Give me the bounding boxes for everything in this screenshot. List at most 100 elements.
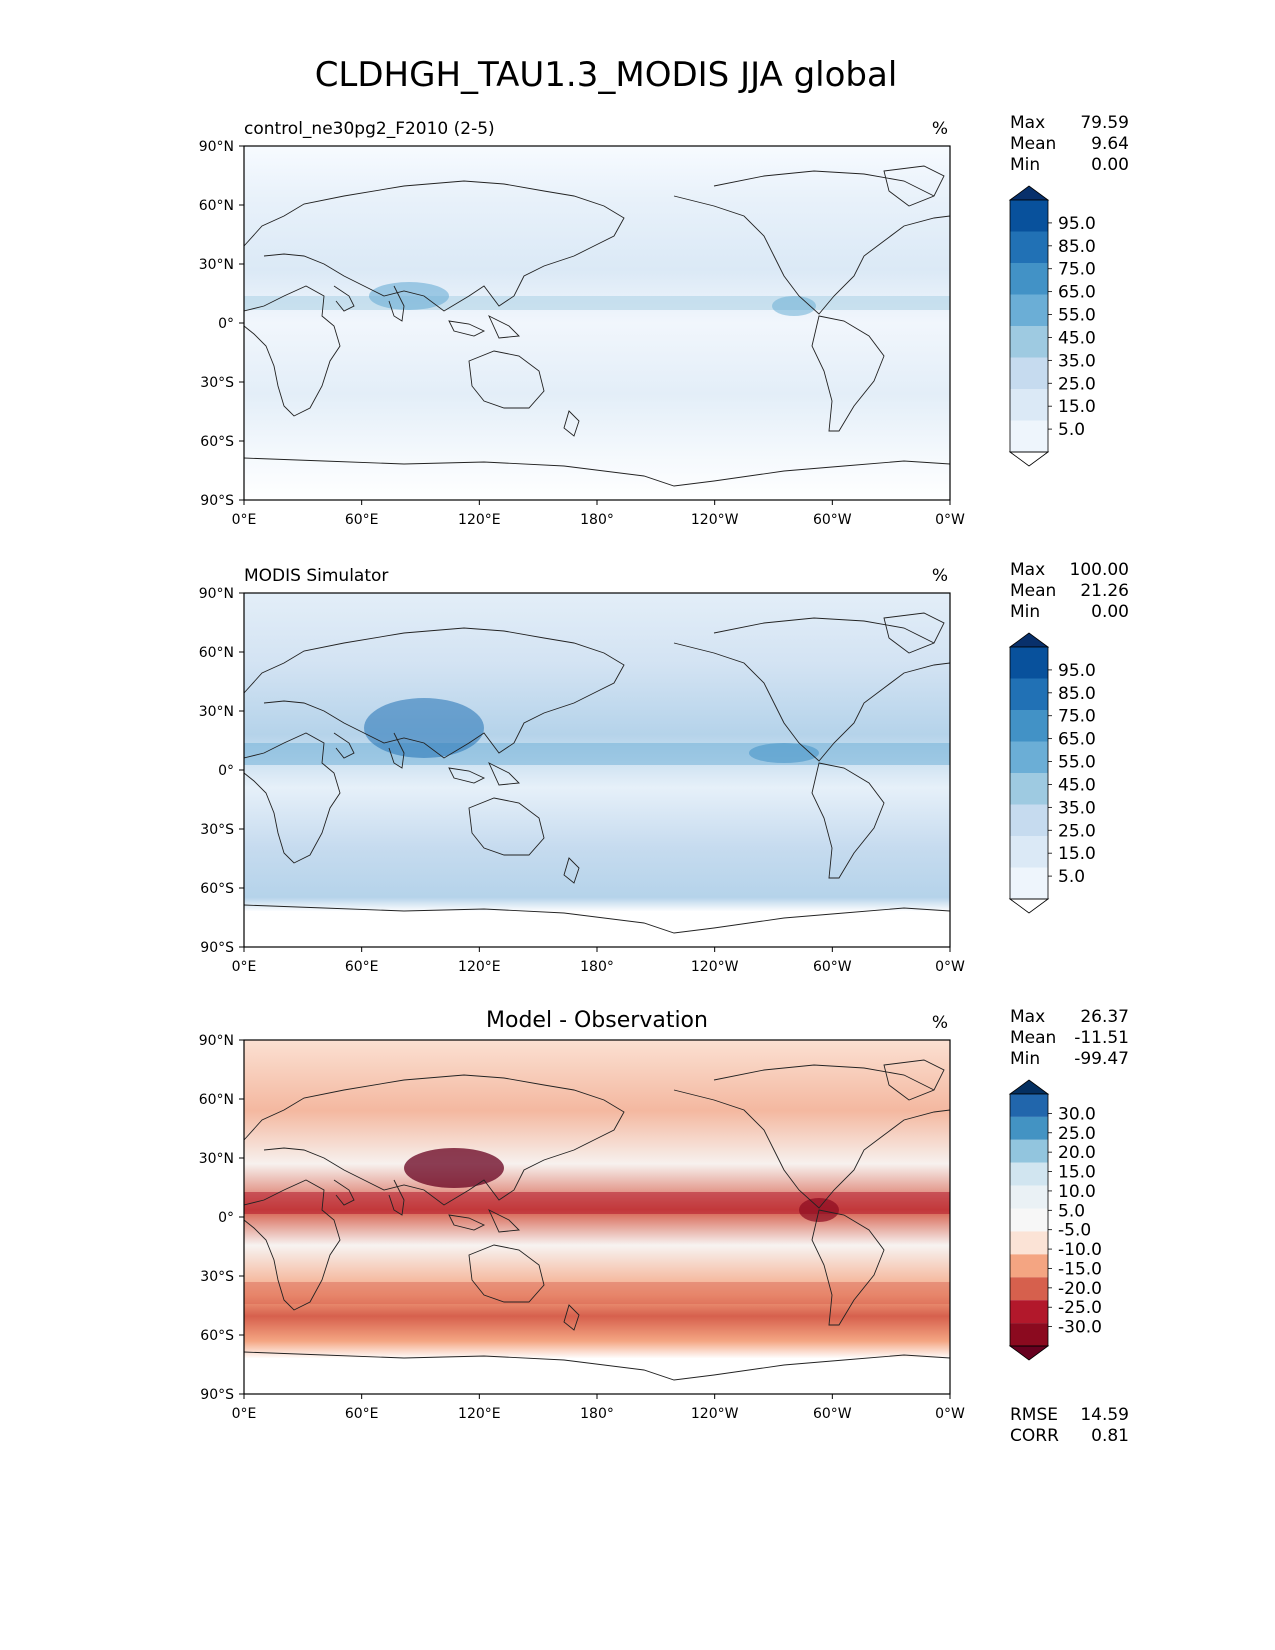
x-tick-label: 0°W <box>935 512 965 528</box>
colorbar-label: -30.0 <box>1058 1318 1102 1338</box>
y-tick-label: 90°N <box>199 1033 234 1049</box>
colorbar-label: 85.0 <box>1058 684 1096 704</box>
x-tick-label: 120°W <box>691 959 739 975</box>
y-tick-label: 60°S <box>200 1328 234 1344</box>
colorbar-segment <box>1010 836 1048 868</box>
stat-label: Mean <box>1010 581 1056 601</box>
colorbar-segment <box>1010 326 1048 358</box>
stat-label: Max <box>1010 560 1045 580</box>
panel-reference: MODIS Simulator % 0°E 60°E 120°E 180° 120°W 60°… <box>199 560 1129 975</box>
colorbar-label: -15.0 <box>1058 1259 1102 1279</box>
x-tick-label: 0°W <box>935 959 965 975</box>
colorbar-segment <box>1010 1162 1048 1186</box>
colorbar-label: 10.0 <box>1058 1182 1096 1202</box>
colorbar-segment <box>1010 867 1048 899</box>
colorbar-label: 75.0 <box>1058 260 1096 280</box>
extra-stat-value: 0.81 <box>1091 1426 1129 1446</box>
y-tick-label: 60°N <box>199 198 234 214</box>
colorbar-label: 45.0 <box>1058 328 1096 348</box>
stat-value: 21.26 <box>1080 581 1129 601</box>
x-tick-label: 60°W <box>813 512 852 528</box>
colorbar-extend-max <box>1008 185 1050 201</box>
map-band <box>244 743 950 765</box>
stat-label: Mean <box>1010 1028 1056 1048</box>
colorbar-label: 65.0 <box>1058 283 1096 303</box>
y-tick-label: 60°S <box>200 434 234 450</box>
colorbar-segment <box>1010 1116 1048 1140</box>
stat-label: Min <box>1010 1049 1040 1069</box>
panel-left-title: MODIS Simulator <box>244 566 388 586</box>
colorbar-frame <box>1009 1093 1049 1347</box>
colorbar-segment <box>1010 1254 1048 1278</box>
colorbar-label: 35.0 <box>1058 798 1096 818</box>
y-tick-label: 60°S <box>200 881 234 897</box>
colorbar-segment <box>1010 710 1048 742</box>
x-tick-label: 120°W <box>691 512 739 528</box>
x-tick-label: 120°E <box>458 512 501 528</box>
y-tick-label: 60°N <box>199 645 234 661</box>
colorbar-segment <box>1010 263 1048 295</box>
stat-value: 9.64 <box>1091 134 1129 154</box>
colorbar-label: -10.0 <box>1058 1240 1102 1260</box>
x-tick-label: 120°E <box>458 959 501 975</box>
stat-value: 100.00 <box>1070 560 1129 580</box>
panel-units: % <box>932 119 948 139</box>
colorbar-label: 5.0 <box>1058 1201 1085 1221</box>
colorbar-frame <box>1009 646 1049 900</box>
x-tick-label: 180° <box>580 959 614 975</box>
x-tick-label: 120°E <box>458 1406 501 1422</box>
convection-blob <box>772 296 816 316</box>
x-tick-label: 60°E <box>345 512 379 528</box>
colorbar-label: 75.0 <box>1058 707 1096 727</box>
colorbar-segment <box>1010 357 1048 389</box>
colorbar-label: 15.0 <box>1058 844 1096 864</box>
colorbar-label: 25.0 <box>1058 1124 1096 1144</box>
stat-value: 0.00 <box>1091 602 1129 622</box>
colorbar-label: 25.0 <box>1058 821 1096 841</box>
x-tick-label: 120°W <box>691 1406 739 1422</box>
colorbar-label: 20.0 <box>1058 1143 1096 1163</box>
map-field <box>244 593 950 947</box>
x-tick-label: 60°W <box>813 1406 852 1422</box>
stat-label: Mean <box>1010 134 1056 154</box>
stat-value: -99.47 <box>1074 1049 1129 1069</box>
convection-blob <box>369 282 449 310</box>
colorbar-segment <box>1010 1300 1048 1324</box>
colorbar-label: 5.0 <box>1058 867 1085 887</box>
map-band <box>244 1192 950 1214</box>
colorbar-segment <box>1010 1139 1048 1163</box>
y-tick-label: 90°S <box>200 493 234 509</box>
y-tick-label: 60°N <box>199 1092 234 1108</box>
colorbar-extend-min <box>1008 898 1050 914</box>
y-tick-label: 90°N <box>199 586 234 602</box>
panel-units: % <box>932 566 948 586</box>
colorbar-label: 5.0 <box>1058 420 1085 440</box>
colorbar-label: 45.0 <box>1058 775 1096 795</box>
extra-stat-value: 14.59 <box>1080 1405 1129 1425</box>
x-tick-label: 180° <box>580 512 614 528</box>
extra-stat-label: CORR <box>1010 1426 1059 1446</box>
colorbar: 95.0 85.0 75.0 65.0 55.045.0 35.0 25.0 15.0 5.0 <box>1008 632 1096 914</box>
colorbar-segment <box>1010 231 1048 263</box>
colorbar-label: -25.0 <box>1058 1298 1102 1318</box>
panel-difference: Model - Observation % 0°E 60°E 120°E 180° 120°… <box>199 1007 1129 1446</box>
colorbar-label: 95.0 <box>1058 661 1096 681</box>
colorbar-segment <box>1010 804 1048 836</box>
stat-label: Min <box>1010 602 1040 622</box>
colorbar-label: 25.0 <box>1058 374 1096 394</box>
map-field <box>244 146 950 500</box>
colorbar-segment <box>1010 1323 1048 1346</box>
panel-center-title: Model - Observation <box>486 1008 708 1033</box>
y-tick-label: 30°N <box>199 257 234 273</box>
colorbar-label: 35.0 <box>1058 351 1096 371</box>
stat-value: -11.51 <box>1074 1028 1129 1048</box>
y-tick-label: 90°S <box>200 1387 234 1403</box>
y-tick-label: 0° <box>218 316 234 332</box>
stat-value: 0.00 <box>1091 155 1129 175</box>
x-tick-label: 0°E <box>232 1406 257 1422</box>
x-tick-label: 0°E <box>232 512 257 528</box>
colorbar-segment <box>1010 647 1048 679</box>
colorbar-segment <box>1010 420 1048 452</box>
x-tick-label: 60°E <box>345 959 379 975</box>
